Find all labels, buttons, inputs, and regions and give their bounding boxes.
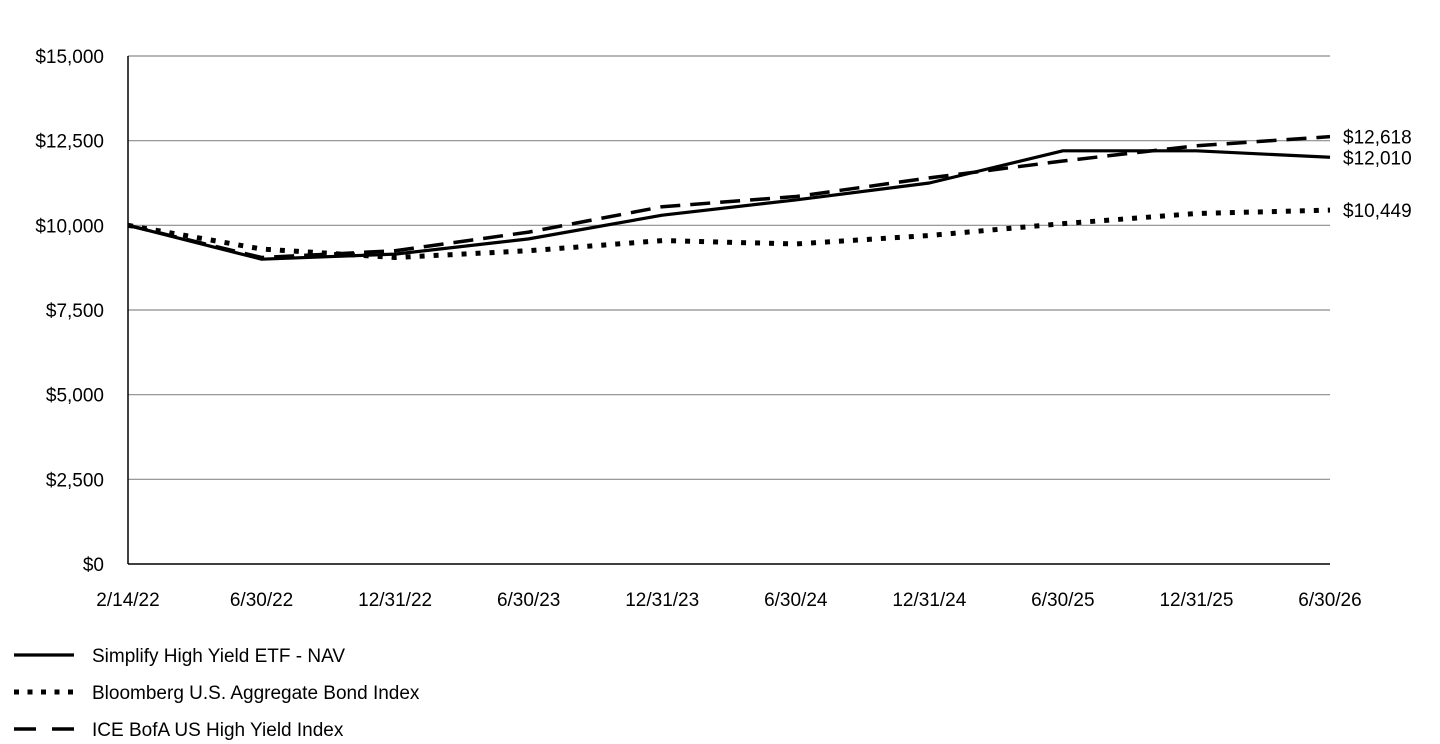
end-value-label: $12,010 xyxy=(1343,148,1412,169)
y-tick-label: $7,500 xyxy=(46,301,104,322)
x-tick-label: 12/31/25 xyxy=(1159,590,1233,611)
x-axis-ticks: 2/14/22 6/30/22 12/31/22 6/30/23 12/31/23 6/3… xyxy=(96,590,1361,611)
y-tick-label: $5,000 xyxy=(46,386,104,407)
x-tick-label: 12/31/24 xyxy=(892,590,966,611)
legend: Simplify High Yield ETF - NAV Bloomberg U… xyxy=(14,646,420,741)
x-tick-label: 12/31/23 xyxy=(625,590,699,611)
series-line-dashed xyxy=(127,134,1331,260)
y-tick-label: $15,000 xyxy=(35,47,104,68)
x-tick-label: 2/14/22 xyxy=(96,590,159,611)
legend-label: ICE BofA US High Yield Index xyxy=(92,720,344,741)
end-value-labels: $12,010 $10,449 $12,618 xyxy=(1343,128,1412,222)
x-tick-label: 6/30/26 xyxy=(1298,590,1361,611)
series-lines xyxy=(127,134,1331,261)
axes xyxy=(127,56,1330,565)
series-line-solid xyxy=(127,149,1331,261)
x-tick-label: 12/31/22 xyxy=(358,590,432,611)
series-line-dotted xyxy=(127,207,1331,261)
y-tick-label: $12,500 xyxy=(35,132,104,153)
y-tick-label: $2,500 xyxy=(46,470,104,491)
y-axis-ticks: $0 $2,500 $5,000 $7,500 $10,000 $12,500 $15,00… xyxy=(35,47,104,576)
x-tick-label: 6/30/24 xyxy=(764,590,828,611)
legend-label: Bloomberg U.S. Aggregate Bond Index xyxy=(92,683,420,704)
end-value-label: $12,618 xyxy=(1343,128,1412,149)
x-tick-label: 6/30/22 xyxy=(230,590,293,611)
y-tick-label: $10,000 xyxy=(35,216,104,237)
end-value-label: $10,449 xyxy=(1343,201,1412,222)
x-tick-label: 6/30/23 xyxy=(497,590,560,611)
legend-label: Simplify High Yield ETF - NAV xyxy=(92,646,345,667)
x-tick-label: 6/30/25 xyxy=(1031,590,1094,611)
gridlines xyxy=(128,55,1330,480)
y-tick-label: $0 xyxy=(83,555,104,576)
